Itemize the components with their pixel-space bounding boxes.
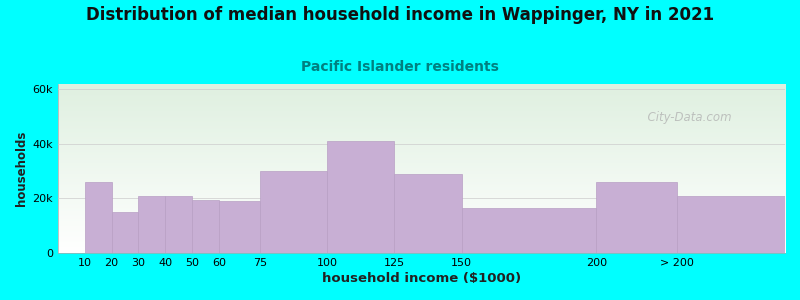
Bar: [597, 182, 678, 253]
Bar: [166, 196, 192, 253]
Bar: [192, 200, 219, 253]
X-axis label: household income ($1000): household income ($1000): [322, 272, 521, 285]
Text: City-Data.com: City-Data.com: [639, 111, 731, 124]
Bar: [260, 171, 327, 253]
Bar: [327, 141, 394, 253]
Bar: [219, 201, 260, 253]
Y-axis label: households: households: [15, 131, 28, 206]
Bar: [678, 196, 785, 253]
Text: Pacific Islander residents: Pacific Islander residents: [301, 60, 499, 74]
Bar: [85, 182, 111, 253]
Bar: [394, 174, 462, 253]
Bar: [111, 212, 138, 253]
Bar: [138, 196, 166, 253]
Bar: [462, 208, 597, 253]
Text: Distribution of median household income in Wappinger, NY in 2021: Distribution of median household income …: [86, 6, 714, 24]
